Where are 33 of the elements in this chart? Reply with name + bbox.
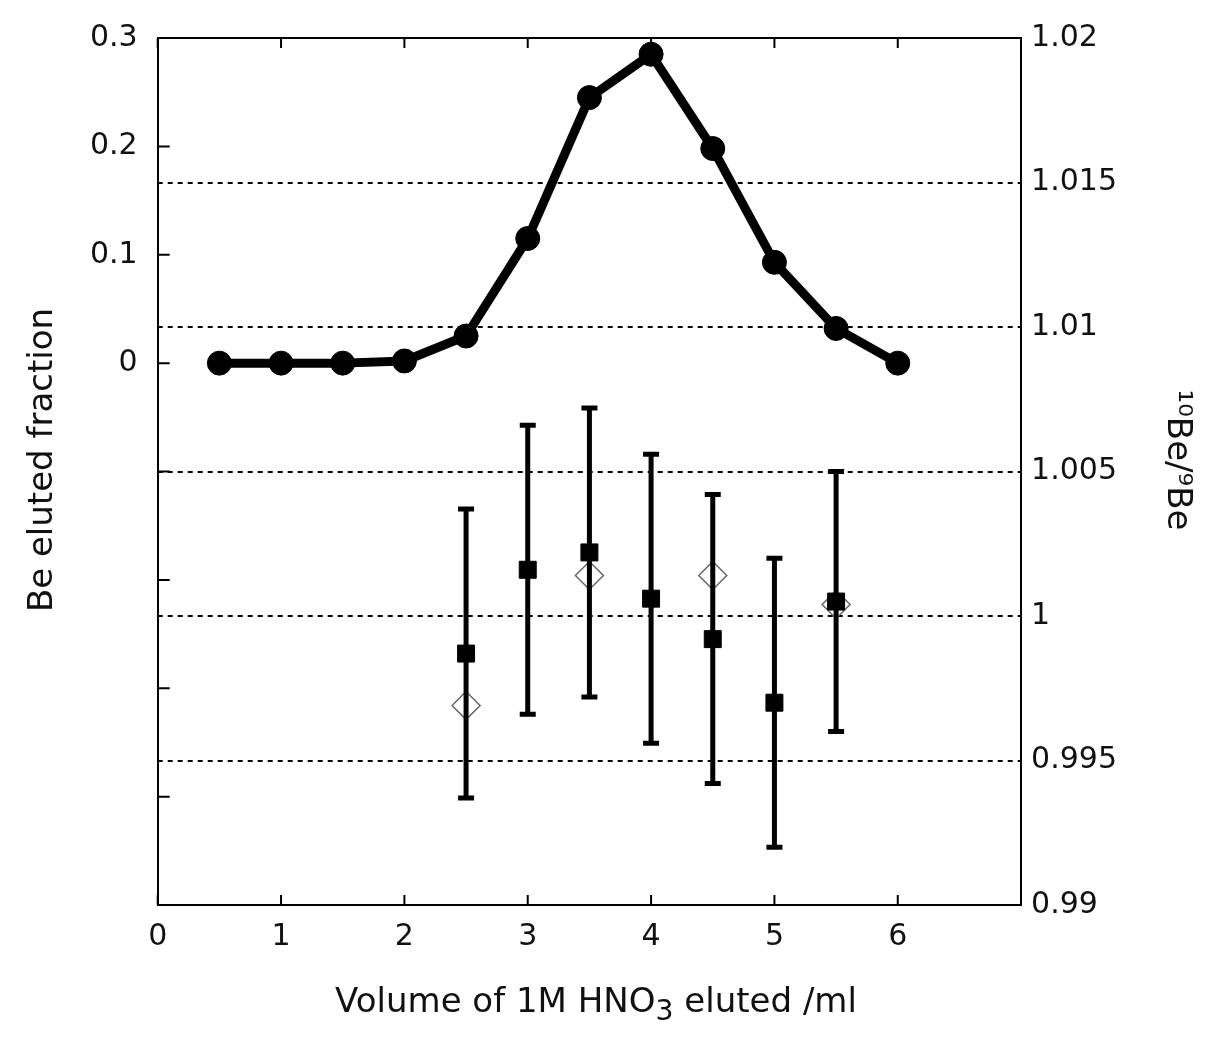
x-tick-label: 6 (888, 916, 908, 952)
y-tick-label: 0 (118, 342, 138, 378)
point (268, 350, 294, 376)
y2-tick-label: 1.02 (1031, 17, 1098, 53)
point (761, 249, 787, 275)
point (823, 315, 849, 341)
y2-tick-label: 1.015 (1031, 162, 1118, 198)
point (515, 225, 541, 251)
point (576, 85, 602, 111)
point (206, 350, 232, 376)
y-tick-label: 0.3 (89, 17, 138, 53)
y2-tick-label: 1 (1031, 595, 1051, 631)
point (885, 350, 911, 376)
x-tick-label: 1 (271, 916, 291, 952)
point (700, 136, 726, 162)
y2-tick-label: 1.005 (1031, 451, 1118, 487)
x-tick-label: 5 (764, 916, 784, 952)
y-tick-label: 0.1 (89, 234, 138, 270)
point (330, 350, 356, 376)
x-tick-label: 3 (518, 916, 538, 952)
y2-tick-label: 0.99 (1031, 884, 1098, 920)
y2-tick-label: 0.995 (1031, 740, 1118, 776)
x-tick-label: 4 (641, 916, 661, 952)
y-tick-label: 0.2 (89, 126, 138, 162)
y2-tick-label: 1.01 (1031, 306, 1098, 342)
point (638, 41, 664, 67)
point (453, 323, 479, 349)
x-tick-label: 0 (148, 916, 168, 952)
x-axis-title: Volume of 1M HNO$_{3}$ eluted /ml (334, 980, 858, 1027)
y-axis-title: Be eluted fraction (20, 307, 60, 613)
x-tick-label: 2 (394, 916, 414, 952)
point (391, 348, 417, 374)
y2-axis-title: ¹⁰Be/⁹Be (1160, 389, 1200, 531)
